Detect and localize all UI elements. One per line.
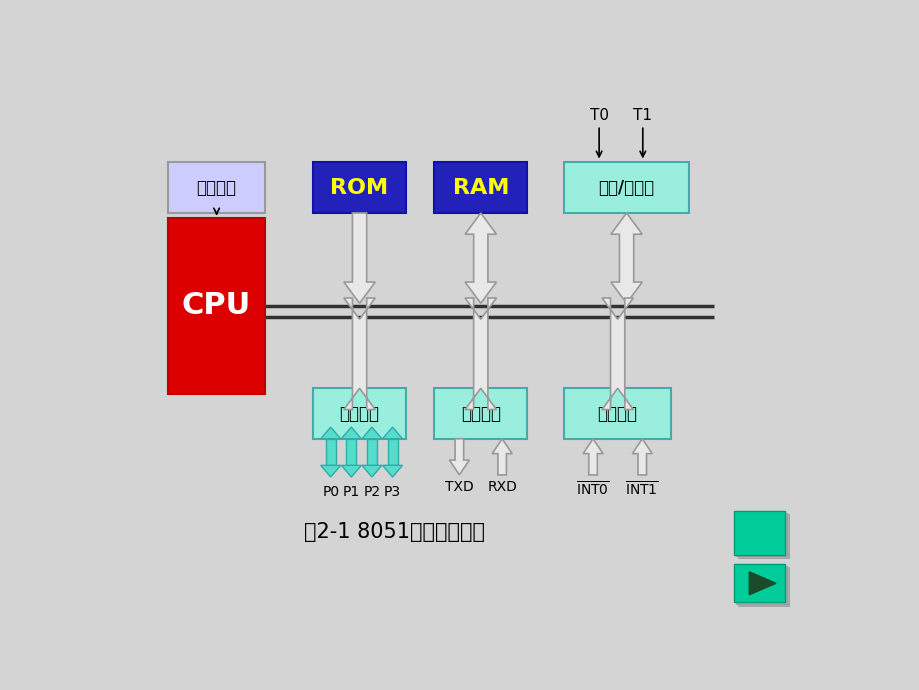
Polygon shape	[448, 439, 469, 475]
Text: ROM: ROM	[330, 178, 388, 198]
Text: RXD: RXD	[487, 480, 516, 494]
Bar	[312, 163, 405, 213]
Text: P1: P1	[342, 485, 359, 499]
Polygon shape	[361, 465, 381, 477]
Text: $\overline{\mathrm{INT0}}$: $\overline{\mathrm{INT0}}$	[575, 480, 609, 498]
Bar	[168, 163, 265, 213]
Polygon shape	[325, 439, 335, 465]
Text: 串行接口: 串行接口	[460, 404, 500, 422]
Polygon shape	[382, 427, 402, 439]
Polygon shape	[344, 213, 375, 304]
Text: $\overline{\mathrm{INT1}}$: $\overline{\mathrm{INT1}}$	[625, 480, 658, 498]
Bar	[168, 218, 265, 393]
Polygon shape	[748, 572, 775, 595]
Polygon shape	[465, 298, 496, 410]
Text: 图2-1 8051基本组成框图: 图2-1 8051基本组成框图	[303, 522, 484, 542]
Text: 中断系统: 中断系统	[597, 404, 637, 422]
Text: P2: P2	[363, 485, 380, 499]
Text: T0: T0	[589, 108, 608, 123]
Text: TXD: TXD	[445, 480, 473, 494]
Bar	[434, 163, 527, 213]
Bar	[737, 514, 789, 558]
Polygon shape	[382, 465, 402, 477]
Polygon shape	[610, 213, 641, 304]
Bar	[563, 388, 671, 439]
Bar	[735, 566, 787, 604]
Text: P0: P0	[322, 485, 339, 499]
Text: CPU: CPU	[182, 291, 251, 320]
Bar	[737, 567, 789, 606]
Polygon shape	[631, 439, 652, 475]
Text: 定时/计数器: 定时/计数器	[598, 179, 654, 197]
Polygon shape	[321, 465, 340, 477]
Text: 并行接口: 并行接口	[339, 404, 380, 422]
Polygon shape	[321, 427, 340, 439]
Polygon shape	[344, 298, 375, 410]
Bar	[312, 388, 405, 439]
Polygon shape	[341, 427, 361, 439]
Polygon shape	[346, 439, 356, 465]
Text: T1: T1	[632, 108, 652, 123]
Polygon shape	[465, 213, 496, 304]
Polygon shape	[361, 427, 381, 439]
Bar	[733, 511, 784, 555]
Polygon shape	[601, 298, 632, 410]
Polygon shape	[367, 439, 377, 465]
Bar	[563, 163, 688, 213]
Text: 时钟电路: 时钟电路	[197, 179, 236, 197]
Polygon shape	[583, 439, 602, 475]
Text: P3: P3	[383, 485, 401, 499]
Polygon shape	[492, 439, 512, 475]
Text: RAM: RAM	[452, 178, 508, 198]
Polygon shape	[341, 465, 361, 477]
Polygon shape	[387, 439, 397, 465]
Bar	[434, 388, 527, 439]
Bar	[735, 513, 787, 556]
Bar	[733, 564, 784, 602]
